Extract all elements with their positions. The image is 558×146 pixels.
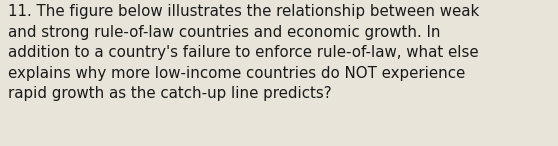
Text: 11. The figure below illustrates the relationship between weak
and strong rule-o: 11. The figure below illustrates the rel… (8, 4, 479, 101)
